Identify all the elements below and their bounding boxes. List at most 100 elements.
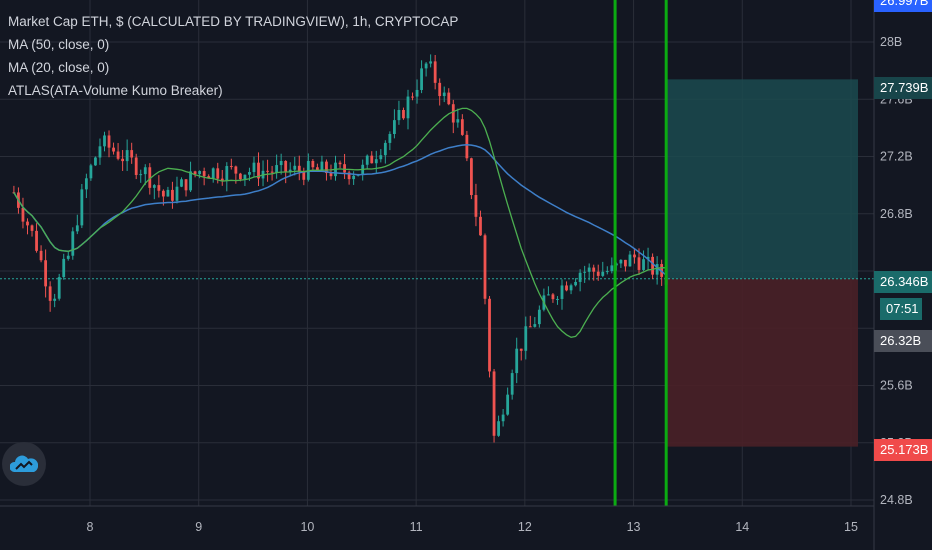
candle [633,249,636,264]
candle-body [442,92,446,97]
candle [98,138,102,165]
y-tick-label: 28B [880,35,902,49]
candle-body [587,267,591,272]
candle [601,261,605,278]
candle-body [352,175,356,180]
candle-body [229,166,233,168]
candle [288,162,292,177]
candle-body [39,250,43,261]
candle [53,293,57,308]
candle-body [243,174,247,180]
candle [556,296,559,305]
candle [488,296,491,378]
candle [406,89,410,130]
candle-body [415,89,419,97]
chart-legend: Market Cap ETH, $ (CALCULATED BY TRADING… [8,10,458,102]
candle-body [537,309,541,325]
candle-body [107,135,111,148]
candle [35,223,38,253]
candle-body [651,256,654,275]
candle [320,155,324,171]
candle [578,269,582,292]
candle-body [71,231,75,256]
candle-body [220,178,224,181]
candle-body [565,285,568,291]
indicator-atlas[interactable]: ATLAS(ATA-Volume Kumo Breaker) [8,83,223,98]
candle-body [402,109,405,119]
symbol-title[interactable]: Market Cap ETH, $ (CALCULATED BY TRADING… [8,14,459,29]
y-tick-label: 25.6B [880,379,913,393]
candle [343,153,346,179]
candle-body [329,173,333,177]
candle-body [492,371,496,436]
candle-body [596,271,600,276]
candle [528,315,532,328]
candle-body [488,298,491,372]
candle [297,155,301,181]
candle [610,257,614,274]
candle-body [551,294,555,300]
candle [225,162,229,192]
candle-body [533,324,537,327]
candle-body [98,146,102,158]
candle [152,184,156,200]
candle-body [112,147,115,152]
candle-body [470,158,473,196]
candle [116,143,120,161]
candle-body [288,169,292,173]
candle [393,109,396,139]
tradingview-logo[interactable] [2,442,46,486]
candle-body [610,265,614,272]
candle-body [225,166,229,181]
candle-body [519,348,523,351]
candle-body [583,271,587,273]
candle-body [315,167,319,171]
candle [660,259,664,286]
candle-body [547,294,550,296]
candle [501,409,505,427]
candle-body [193,171,197,175]
candle [166,186,170,197]
candle-body [66,255,70,259]
target-price-badge: 27.739B [874,77,932,99]
indicator-ma20[interactable]: MA (20, close, 0) [8,60,110,75]
candle-body [433,61,437,83]
candle-body [152,185,156,188]
candle-body [628,254,632,267]
candle-body [569,285,573,291]
candle-body [134,157,138,175]
candle-body [624,259,627,267]
candle-body [420,68,423,90]
candle-body [284,160,288,173]
candle [574,278,577,287]
candle-body [438,82,442,97]
candle [510,369,514,400]
candle [519,348,523,361]
candle-body [62,258,66,278]
candle [433,55,437,90]
candle [121,150,125,171]
candle-body [338,162,342,165]
x-tick-label: 12 [518,520,532,534]
candle-body [424,63,428,69]
candle-body [574,281,577,286]
candle-body [605,271,609,273]
candle [592,264,596,281]
candle-body [216,168,220,179]
candle [352,171,356,185]
candle-body [560,285,564,299]
candle [311,159,315,170]
candle [506,387,510,416]
indicator-ma50[interactable]: MA (50, close, 0) [8,37,110,52]
candle [533,317,537,328]
candle-body [103,135,106,147]
candle [302,167,306,186]
candle-body [275,165,279,173]
candle [524,316,528,360]
candle [420,60,423,94]
candle-body [266,170,269,172]
candle [624,259,627,272]
candle [451,99,455,134]
candle-body [497,421,500,436]
